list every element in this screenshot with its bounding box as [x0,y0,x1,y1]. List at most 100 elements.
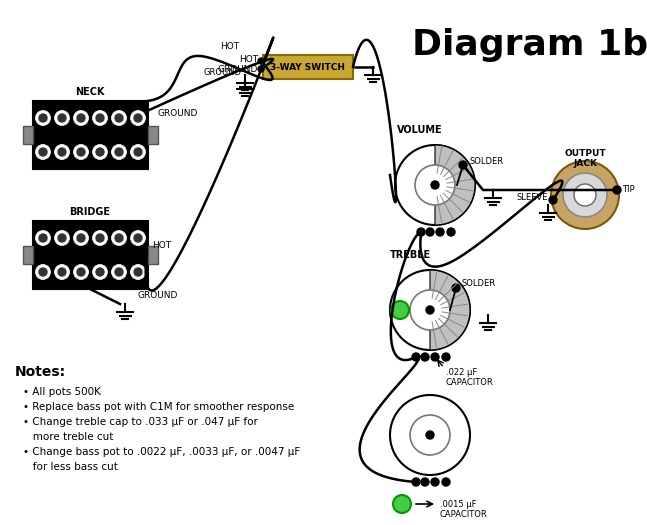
Circle shape [426,228,434,236]
Circle shape [393,495,411,513]
Circle shape [134,114,142,122]
Text: SLEEVE: SLEEVE [516,193,548,202]
Circle shape [96,268,104,276]
Circle shape [390,270,470,350]
Circle shape [412,353,420,361]
Circle shape [115,234,123,242]
Circle shape [39,114,47,122]
Circle shape [447,228,455,236]
Circle shape [436,228,444,236]
Circle shape [39,234,47,242]
Text: GROUND: GROUND [138,291,179,300]
Wedge shape [435,145,475,225]
Circle shape [96,114,104,122]
Circle shape [93,110,107,125]
Text: • Replace bass pot with C1M for smoother response: • Replace bass pot with C1M for smoother… [23,402,294,412]
Text: TIP: TIP [622,185,635,194]
Circle shape [74,230,89,246]
Circle shape [431,181,439,189]
Bar [23,246,33,264]
Circle shape [77,148,85,156]
Circle shape [442,478,450,486]
Circle shape [96,234,104,242]
Bar [33,101,148,169]
Text: GROUND: GROUND [157,109,197,118]
Bar [148,126,158,144]
Circle shape [421,353,429,361]
Circle shape [613,186,621,194]
Circle shape [54,265,69,279]
Circle shape [58,234,66,242]
Text: GROUND: GROUND [204,68,242,77]
Text: BRIDGE: BRIDGE [69,207,111,217]
Circle shape [131,110,146,125]
Circle shape [431,478,439,486]
Bar [148,246,158,264]
Text: Diagram 1b: Diagram 1b [412,28,647,62]
Circle shape [410,290,450,330]
Circle shape [115,148,123,156]
Text: for less bass cut: for less bass cut [23,462,118,472]
Circle shape [54,230,69,246]
Wedge shape [430,270,470,350]
Text: SOLDER: SOLDER [469,156,503,165]
Text: • Change treble cap to .033 μF or .047 μF for: • Change treble cap to .033 μF or .047 μ… [23,417,258,427]
Text: HOT: HOT [152,240,171,249]
Circle shape [58,114,66,122]
Circle shape [459,161,467,169]
Circle shape [36,230,50,246]
Circle shape [54,144,69,160]
Circle shape [77,268,85,276]
Circle shape [421,478,429,486]
Circle shape [131,230,146,246]
Circle shape [426,431,434,439]
Circle shape [36,144,50,160]
Circle shape [258,58,264,64]
Circle shape [111,265,127,279]
Text: VOLUME: VOLUME [397,125,443,135]
Circle shape [390,395,470,475]
Text: OUTPUT
JACK: OUTPUT JACK [564,149,606,169]
Bar [263,55,353,79]
Circle shape [410,415,450,455]
Circle shape [36,265,50,279]
Circle shape [93,230,107,246]
Circle shape [54,110,69,125]
Circle shape [74,144,89,160]
Text: HOT: HOT [239,55,258,64]
Circle shape [417,228,425,236]
Circle shape [36,110,50,125]
Circle shape [134,148,142,156]
Circle shape [111,110,127,125]
Circle shape [58,148,66,156]
Text: HOT: HOT [221,42,239,51]
Text: • Change bass pot to .0022 μF, .0033 μF, or .0047 μF: • Change bass pot to .0022 μF, .0033 μF,… [23,447,300,457]
Circle shape [258,66,264,72]
Circle shape [395,145,475,225]
Circle shape [115,268,123,276]
Circle shape [415,165,455,205]
Text: .0015 μF
CAPACITOR: .0015 μF CAPACITOR [440,500,488,519]
Circle shape [77,114,85,122]
Circle shape [74,265,89,279]
Text: Notes:: Notes: [15,365,66,379]
Text: GROUND: GROUND [217,65,258,74]
Circle shape [39,268,47,276]
Circle shape [131,265,146,279]
Circle shape [412,478,420,486]
Circle shape [111,230,127,246]
Text: more treble cut: more treble cut [23,432,113,442]
Circle shape [452,284,460,292]
Bar [23,126,33,144]
Text: NECK: NECK [75,87,105,97]
Text: .022 μF
CAPACITOR: .022 μF CAPACITOR [446,368,494,387]
Circle shape [442,353,450,361]
Circle shape [93,144,107,160]
Text: 3-WAY SWITCH: 3-WAY SWITCH [270,62,345,71]
Circle shape [391,301,409,319]
Bar [33,221,148,289]
Circle shape [574,184,596,206]
Circle shape [563,173,607,217]
Circle shape [551,161,619,229]
Circle shape [96,148,104,156]
